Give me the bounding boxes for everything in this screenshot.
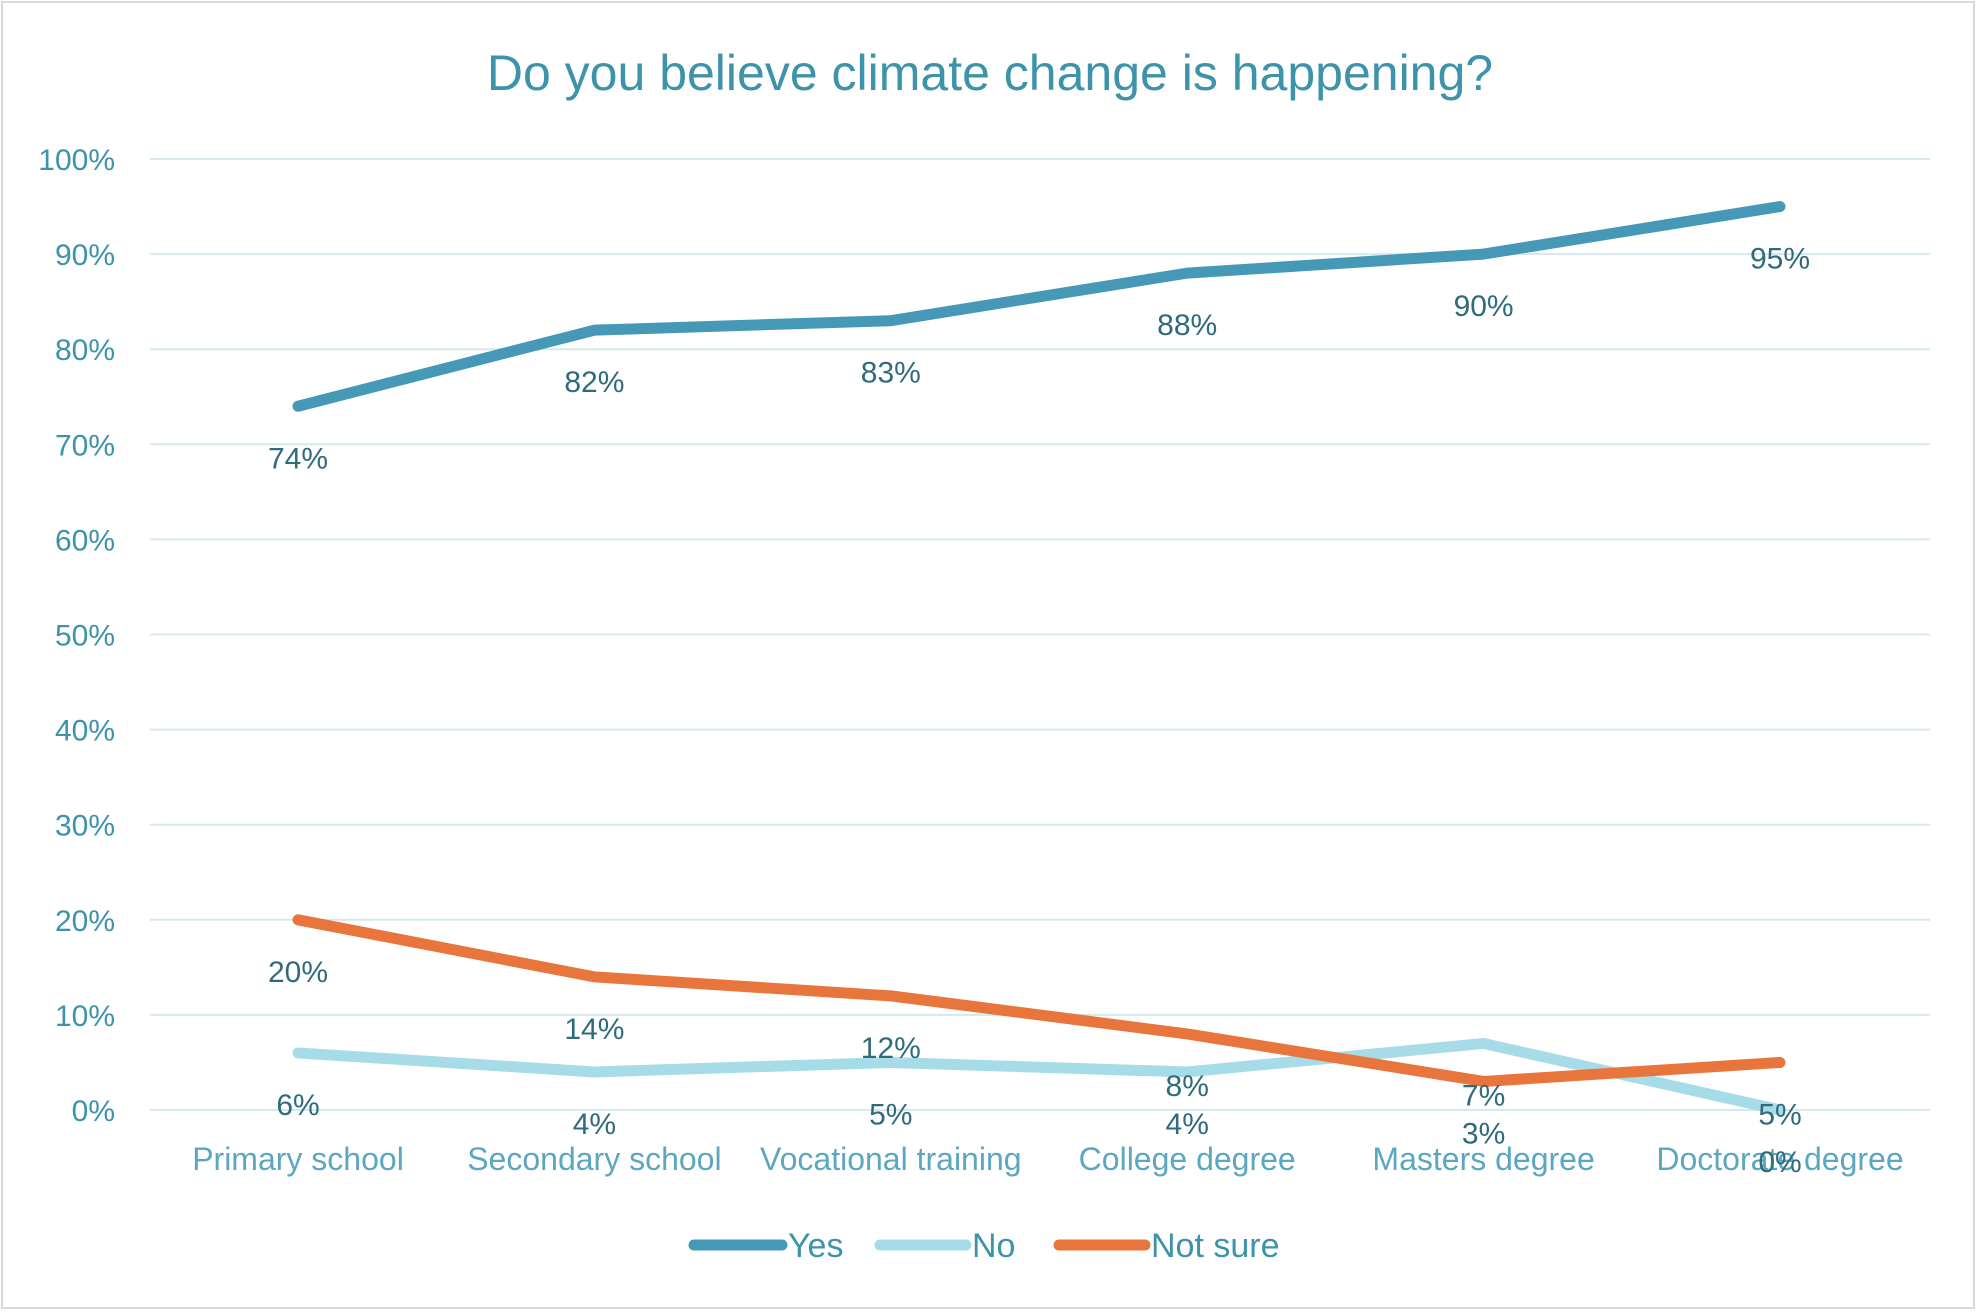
- x-category-label: College degree: [1079, 1141, 1296, 1177]
- data-labels: 74% 82% 83% 88% 90% 95% 6% 4% 5% 4% 7% 0% 20% 14% 12% 8…: [268, 243, 1810, 1179]
- series-line-no: [292, 1037, 1786, 1116]
- y-tick-label: 100%: [38, 144, 115, 177]
- data-label-yes: 95%: [1750, 243, 1810, 276]
- data-label-not-sure: 5%: [1758, 1098, 1801, 1131]
- data-label-not-sure: 8%: [1166, 1070, 1209, 1103]
- y-tick-label: 0%: [72, 1095, 115, 1128]
- series-line-not-sure: [292, 914, 1786, 1087]
- x-category-label: Secondary school: [467, 1141, 721, 1177]
- data-label-no: 4%: [573, 1108, 616, 1141]
- data-label-not-sure: 20%: [268, 956, 328, 989]
- y-axis-ticks: 0% 10% 20% 30% 40% 50% 60% 70% 80% 90% 100%: [38, 144, 115, 1128]
- chart-title: Do you believe climate change is happeni…: [487, 45, 1493, 101]
- legend-label-yes: Yes: [788, 1227, 843, 1265]
- y-tick-label: 60%: [55, 524, 115, 557]
- legend: Yes No Not sure: [688, 1227, 1280, 1265]
- x-category-label: Doctorate degree: [1656, 1141, 1903, 1177]
- data-label-no: 0%: [1758, 1146, 1801, 1179]
- legend-label-no: No: [972, 1227, 1015, 1265]
- data-label-no: 6%: [276, 1089, 319, 1122]
- data-label-not-sure: 3%: [1462, 1117, 1505, 1150]
- y-tick-label: 30%: [55, 810, 115, 843]
- y-tick-label: 80%: [55, 334, 115, 367]
- x-axis-categories: Primary school Secondary school Vocational…: [192, 1141, 1903, 1177]
- y-tick-label: 70%: [55, 429, 115, 462]
- y-tick-label: 40%: [55, 715, 115, 748]
- data-label-yes: 82%: [564, 366, 624, 399]
- y-tick-label: 50%: [55, 620, 115, 653]
- x-category-label: Primary school: [192, 1141, 404, 1177]
- x-category-label: Masters degree: [1372, 1141, 1594, 1177]
- data-label-yes: 90%: [1454, 290, 1514, 323]
- y-tick-label: 10%: [55, 1000, 115, 1033]
- data-label-no: 7%: [1462, 1079, 1505, 1112]
- series-lines: [292, 201, 1786, 1116]
- data-label-not-sure: 14%: [564, 1013, 624, 1046]
- legend-label-not-sure: Not sure: [1151, 1227, 1280, 1265]
- y-tick-label: 20%: [55, 905, 115, 938]
- data-label-no: 5%: [869, 1098, 912, 1131]
- data-label-yes: 88%: [1157, 309, 1217, 342]
- data-label-not-sure: 12%: [861, 1032, 921, 1065]
- data-label-yes: 83%: [861, 357, 921, 390]
- data-label-yes: 74%: [268, 442, 328, 475]
- x-category-label: Vocational training: [760, 1141, 1022, 1177]
- series-line-yes: [292, 201, 1786, 412]
- gridlines: [150, 158, 1930, 1111]
- data-label-no: 4%: [1166, 1108, 1209, 1141]
- y-tick-label: 90%: [55, 239, 115, 272]
